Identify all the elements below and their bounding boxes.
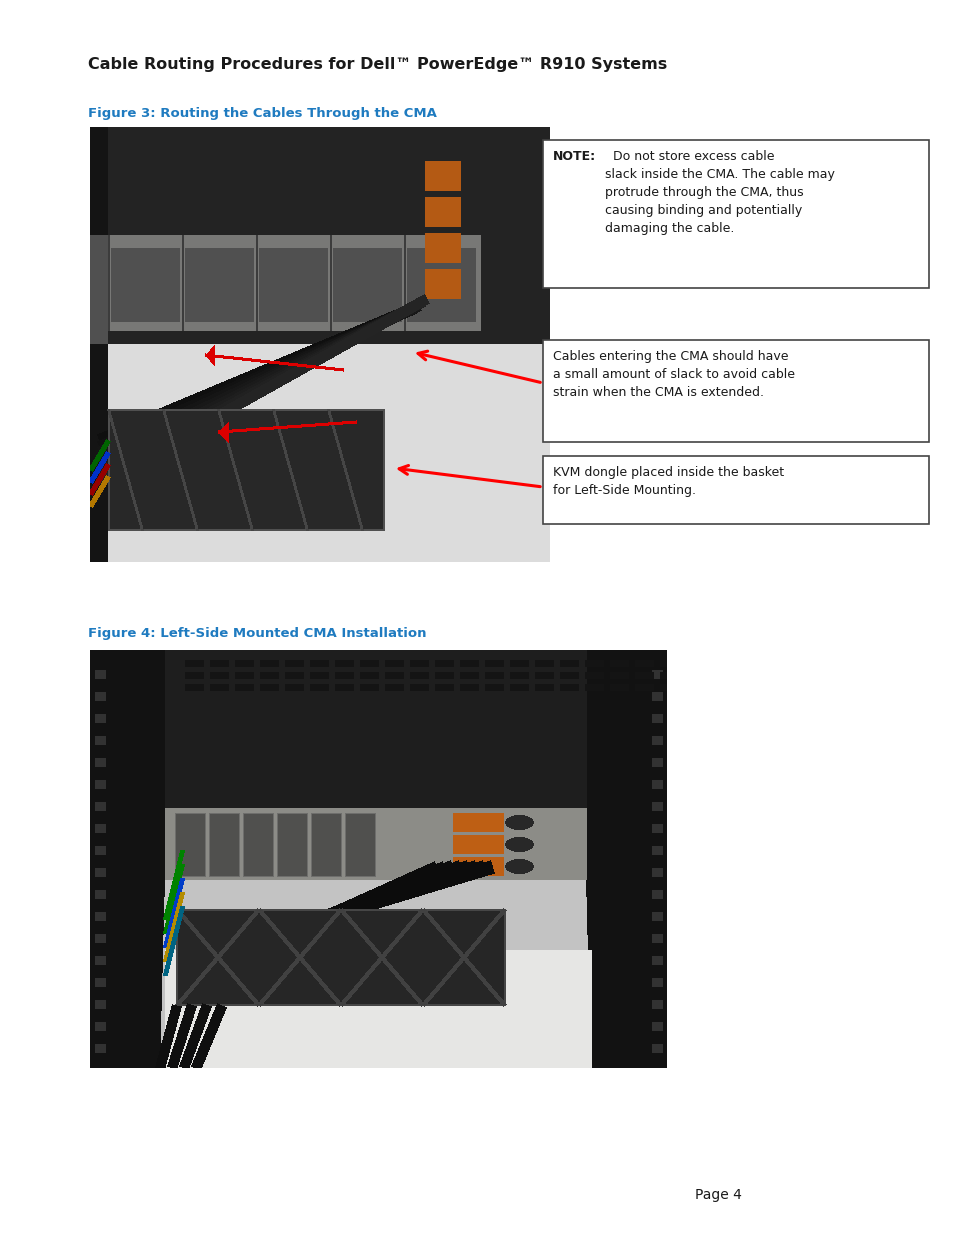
Text: Do not store excess cable
slack inside the CMA. The cable may
protrude through t: Do not store excess cable slack inside t… — [604, 149, 834, 235]
Text: KVM dongle placed inside the basket
for Left-Side Mounting.: KVM dongle placed inside the basket for … — [553, 466, 783, 496]
Text: Figure 4: Left-Side Mounted CMA Installation: Figure 4: Left-Side Mounted CMA Installa… — [88, 627, 426, 640]
Text: NOTE:: NOTE: — [553, 149, 596, 163]
Bar — [542, 456, 928, 524]
Bar — [542, 140, 928, 288]
Text: Cables entering the CMA should have
a small amount of slack to avoid cable
strai: Cables entering the CMA should have a sm… — [553, 350, 794, 399]
Bar — [542, 340, 928, 442]
Text: Page 4: Page 4 — [695, 1188, 741, 1202]
Text: Cable Routing Procedures for Dell™ PowerEdge™ R910 Systems: Cable Routing Procedures for Dell™ Power… — [88, 57, 666, 72]
Text: Figure 3: Routing the Cables Through the CMA: Figure 3: Routing the Cables Through the… — [88, 107, 436, 120]
